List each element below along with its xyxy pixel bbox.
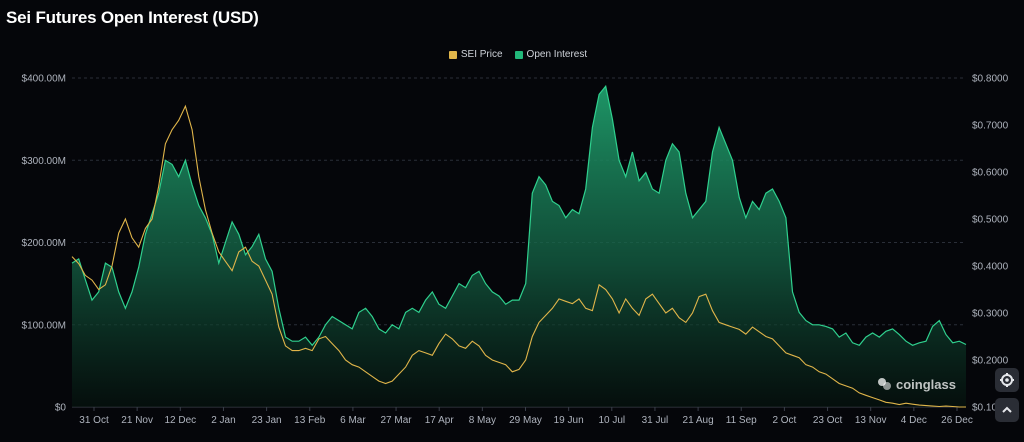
x-axis-tick-label: 4 Dec (901, 415, 927, 426)
open-interest-line (71, 84, 967, 347)
x-axis-tick-label: 19 Jun (554, 415, 584, 426)
x-axis-tick-label: 21 Nov (121, 415, 153, 426)
x-axis-tick-label: 23 Oct (813, 415, 843, 426)
left-axis: $0 $100.00M $200.00M $300.00M $400.00M (22, 74, 67, 414)
x-axis-tick-label: 6 Mar (340, 415, 366, 426)
chart-legend: SEI Price Open Interest (0, 49, 1024, 60)
coinglass-logo-icon (878, 378, 891, 390)
x-axis-tick-label: 2 Jan (211, 415, 235, 426)
x-axis-tick-label: 8 May (469, 415, 496, 426)
right-axis-tick-label: $0.6000 (972, 168, 1009, 179)
right-axis-tick-label: $0.7000 (972, 121, 1009, 132)
scroll-top-button[interactable] (995, 398, 1019, 422)
right-axis-tick-label: $0.4000 (972, 262, 1009, 273)
x-axis: 31 Oct 21 Nov 12 Dec 2 Jan 23 Jan 13 Feb 6 Mar… (72, 406, 973, 426)
x-axis-tick-label: 29 May (509, 415, 542, 426)
x-axis-tick-label: 13 Nov (855, 415, 887, 426)
right-axis-tick-label: $0.1000 (972, 403, 1009, 414)
x-axis-tick-label: 26 Dec (941, 415, 973, 426)
left-axis-tick-label: $300.00M (22, 156, 66, 167)
gear-icon (1000, 373, 1014, 387)
x-axis-tick-label: 2 Oct (772, 415, 796, 426)
legend-label-open-interest: Open Interest (526, 49, 588, 60)
right-axis-tick-label: $0.3000 (972, 309, 1009, 320)
x-axis-tick-label: 10 Jul (598, 415, 625, 426)
left-axis-tick-label: $200.00M (22, 238, 66, 249)
watermark-text: coinglass (896, 376, 956, 392)
x-axis-tick-label: 17 Apr (425, 415, 455, 426)
legend-label-sei-price: SEI Price (460, 49, 503, 60)
x-axis-tick-label: 23 Jan (252, 415, 282, 426)
x-axis-tick-label: 12 Dec (164, 415, 196, 426)
chart-title: Sei Futures Open Interest (USD) (6, 8, 259, 27)
legend-swatch-sei-price (448, 50, 457, 59)
settings-button[interactable] (995, 368, 1019, 392)
open-interest-area (72, 86, 966, 407)
left-axis-tick-label: $0 (55, 403, 67, 414)
left-axis-tick-label: $400.00M (22, 74, 66, 85)
right-axis-tick-label: $0.2000 (972, 356, 1009, 367)
x-axis-tick-label: 21 Aug (683, 415, 714, 426)
legend-swatch-open-interest (514, 50, 523, 59)
legend-item-sei-price[interactable]: SEI Price (448, 49, 503, 60)
x-axis-tick-label: 27 Mar (380, 415, 412, 426)
chevron-up-icon (1002, 406, 1012, 413)
x-axis-tick-label: 13 Feb (294, 415, 326, 426)
series-layer (71, 84, 967, 408)
legend-item-open-interest[interactable]: Open Interest (514, 49, 588, 60)
x-axis-tick-label: 31 Jul (642, 415, 669, 426)
coinglass-watermark: coinglass (876, 376, 956, 392)
x-axis-tick-label: 11 Sep (726, 415, 757, 426)
x-axis-tick-label: 31 Oct (79, 415, 109, 426)
right-axis-tick-label: $0.8000 (972, 74, 1009, 85)
sei-price-line (71, 104, 966, 408)
left-axis-tick-label: $100.00M (22, 320, 66, 331)
right-axis: $0.1000 $0.2000 $0.3000 $0.4000 $0.5000 $0.60… (972, 74, 1009, 414)
right-axis-tick-label: $0.5000 (972, 215, 1009, 226)
